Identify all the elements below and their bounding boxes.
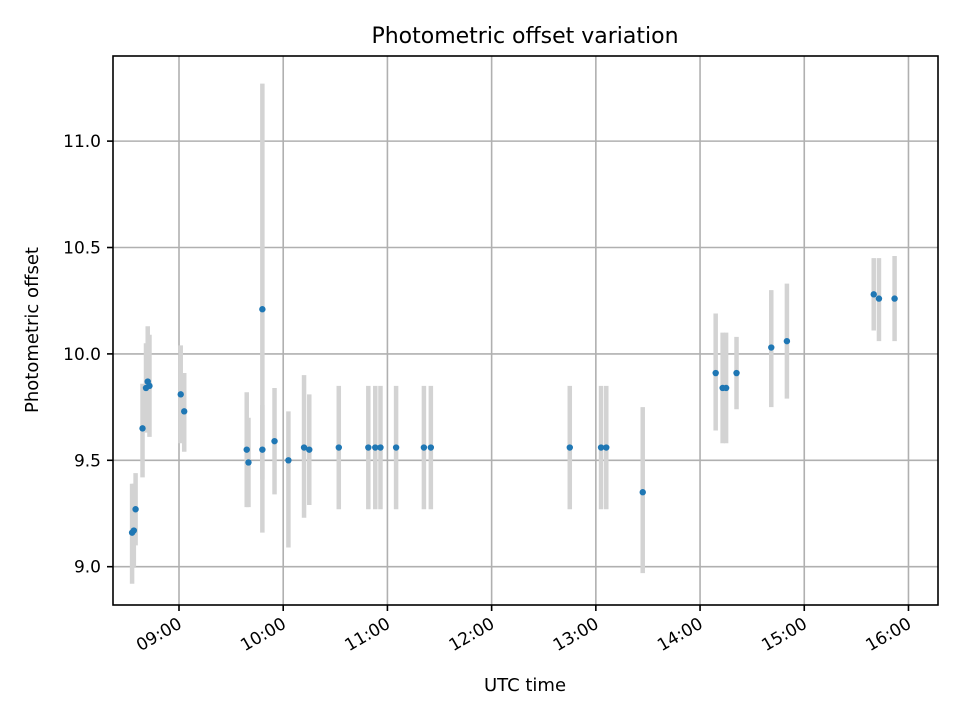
x-axis-label: UTC time bbox=[484, 675, 566, 696]
y-tick-label: 10.5 bbox=[63, 239, 101, 259]
data-point bbox=[372, 444, 379, 451]
y-tick-label: 9.0 bbox=[74, 558, 101, 578]
x-tick-label: 11:00 bbox=[341, 614, 393, 656]
data-point bbox=[597, 444, 605, 451]
data-point bbox=[139, 425, 146, 432]
x-tick-label: 09:00 bbox=[133, 614, 185, 656]
data-point bbox=[566, 444, 573, 451]
x-tick-label: 13:00 bbox=[550, 614, 602, 656]
data-point bbox=[181, 408, 188, 415]
plot-frame bbox=[112, 55, 939, 606]
data-point bbox=[335, 444, 342, 451]
x-tick-label: 14:00 bbox=[654, 614, 706, 656]
data-point bbox=[365, 444, 372, 451]
data-point bbox=[245, 459, 252, 466]
data-point bbox=[870, 291, 877, 298]
y-tick-label: 10.0 bbox=[63, 345, 101, 365]
data-point bbox=[146, 382, 153, 390]
data-point bbox=[306, 446, 313, 453]
grid-layer bbox=[113, 56, 938, 605]
x-tick-label: 10:00 bbox=[237, 614, 289, 656]
data-point bbox=[875, 295, 883, 302]
x-tick-label: 15:00 bbox=[758, 614, 810, 656]
data-point bbox=[259, 446, 266, 453]
data-point bbox=[377, 444, 384, 451]
data-point bbox=[712, 369, 719, 377]
data-point bbox=[271, 437, 278, 445]
y-axis-label: Photometric offset bbox=[22, 247, 43, 413]
data-point bbox=[392, 444, 400, 451]
data-point bbox=[285, 457, 292, 464]
data-point bbox=[891, 295, 898, 302]
data-point bbox=[733, 369, 740, 377]
data-point bbox=[177, 391, 184, 398]
data-point bbox=[427, 444, 435, 451]
errorbar-layer bbox=[129, 83, 897, 584]
data-point bbox=[130, 527, 138, 534]
data-point bbox=[783, 337, 791, 345]
y-tick-label: 11.0 bbox=[63, 132, 101, 152]
data-point bbox=[722, 384, 730, 392]
data-point bbox=[768, 344, 775, 351]
data-point bbox=[300, 444, 308, 451]
data-point bbox=[420, 444, 428, 451]
x-tick-label: 16:00 bbox=[863, 614, 915, 656]
data-point bbox=[639, 489, 646, 496]
data-point bbox=[259, 306, 266, 313]
data-point bbox=[603, 444, 610, 451]
x-tick-label: 12:00 bbox=[446, 614, 498, 656]
chart-title: Photometric offset variation bbox=[371, 24, 678, 49]
point-layer bbox=[128, 291, 898, 536]
data-point bbox=[132, 506, 139, 513]
y-tick-label: 9.5 bbox=[74, 451, 101, 471]
data-point bbox=[243, 446, 250, 453]
